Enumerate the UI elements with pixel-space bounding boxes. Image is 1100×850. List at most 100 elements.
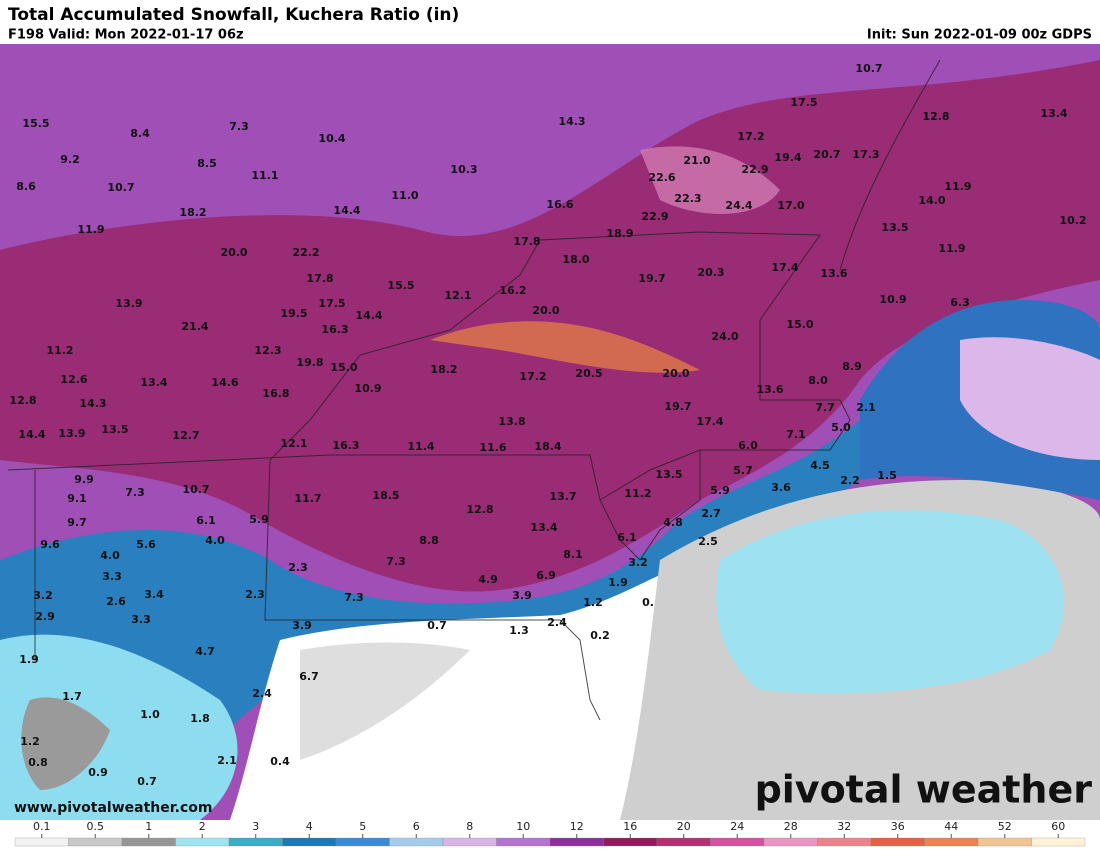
snowfall-value: 4.0: [100, 549, 120, 562]
snowfall-value: 12.7: [172, 429, 199, 442]
colorbar-label: 16: [623, 820, 637, 833]
colorbar-swatch: [656, 837, 711, 847]
snowfall-value: 22.6: [648, 171, 675, 184]
snowfall-value: 0.9: [88, 766, 108, 779]
snowfall-value: 3.2: [33, 589, 53, 602]
snowfall-value: 9.2: [60, 153, 80, 166]
snowfall-value: 20.0: [662, 367, 689, 380]
snowfall-value: 0.4: [270, 755, 290, 768]
snowfall-value: 13.6: [820, 267, 847, 280]
snowfall-value: 17.0: [777, 199, 804, 212]
colorbar-label: 1: [145, 820, 152, 833]
snowfall-value: 11.9: [77, 223, 104, 236]
snowfall-value: 14.4: [18, 428, 45, 441]
snowfall-value: 1.0: [140, 708, 160, 721]
snowfall-value: 16.3: [321, 323, 348, 336]
snowfall-value: 1.8: [190, 712, 210, 725]
snowfall-value: 18.0: [562, 253, 589, 266]
colorbar-swatch: [68, 837, 123, 847]
snowfall-value: 10.3: [450, 163, 477, 176]
snowfall-value: 10.7: [107, 181, 134, 194]
snowfall-value: 1.9: [608, 576, 628, 589]
snowfall-value: 9.9: [74, 473, 94, 486]
snowfall-value: 4.0: [205, 534, 225, 547]
snowfall-value: 18.4: [534, 440, 561, 453]
snowfall-value: 14.3: [558, 115, 585, 128]
snowfall-value: 7.3: [125, 486, 145, 499]
snowfall-value: 11.2: [46, 344, 73, 357]
snowfall-value: 22.9: [741, 163, 768, 176]
snowfall-value: 11.0: [391, 189, 418, 202]
colorbar-swatch: [228, 837, 283, 847]
snowfall-value: 18.9: [606, 227, 633, 240]
snowfall-value: 20.0: [220, 246, 247, 259]
snowfall-value: 0.2: [590, 629, 610, 642]
snowfall-value: 15.5: [22, 117, 49, 130]
snowfall-value: 15.0: [786, 318, 813, 331]
snowfall-value: 4.9: [478, 573, 498, 586]
snowfall-value: 10.7: [182, 483, 209, 496]
colorbar-label: 12: [570, 820, 584, 833]
colorbar-label: 3: [252, 820, 259, 833]
map-background: [0, 44, 1100, 820]
snowfall-value: 11.4: [407, 440, 434, 453]
snowfall-value: 7.3: [386, 555, 406, 568]
snowfall-value: 4.5: [810, 459, 830, 472]
snowfall-value: 10.9: [879, 293, 906, 306]
snowfall-value: 12.6: [60, 373, 87, 386]
snowfall-value: 15.5: [387, 279, 414, 292]
snowfall-value: 5.0: [831, 421, 851, 434]
colorbar-swatch: [335, 837, 390, 847]
colorbar-swatch: [870, 837, 925, 847]
snowfall-value: 2.1: [856, 401, 876, 414]
colorbar-swatch: [496, 837, 551, 847]
colorbar-label: 0.1: [33, 820, 51, 833]
snowfall-value: 21.4: [181, 320, 208, 333]
snowfall-value: 14.6: [211, 376, 238, 389]
logo: pivotal weather: [755, 768, 1093, 812]
colorbar-label: 6: [413, 820, 420, 833]
snowfall-value: 17.2: [519, 370, 546, 383]
snowfall-value: 4.7: [195, 645, 215, 658]
snowfall-value: 2.5: [698, 535, 718, 548]
snowfall-value: 12.1: [444, 289, 471, 302]
colorbar-label: 2: [199, 820, 206, 833]
colorbar-swatch: [14, 837, 69, 847]
snowfall-value: 2.9: [35, 610, 55, 623]
colorbar-swatch: [710, 837, 765, 847]
snowfall-value: 3.3: [131, 613, 151, 626]
snowfall-value: 14.3: [79, 397, 106, 410]
snowfall-value: 24.0: [711, 330, 738, 343]
snowfall-value: 8.1: [563, 548, 583, 561]
snowfall-value: 14.4: [355, 309, 382, 322]
snowfall-value: 3.6: [771, 481, 791, 494]
colorbar-swatch: [763, 837, 818, 847]
snowfall-value: 6.1: [617, 531, 637, 544]
snowfall-value: 19.7: [638, 272, 665, 285]
snowfall-value: 7.7: [815, 401, 835, 414]
snowfall-value: 18.5: [372, 489, 399, 502]
snowfall-labels: 15.5 8.4 7.3 10.4 14.3 17.5 10.7 12.8 13.4 9.2 8.6…: [9, 62, 1086, 788]
snowfall-value: 10.9: [354, 382, 381, 395]
snowfall-value: 10.7: [855, 62, 882, 75]
snowfall-value: 11.9: [938, 242, 965, 255]
colorbar-swatch: [603, 837, 658, 847]
snowfall-value: 11.9: [944, 180, 971, 193]
snowfall-value: 17.8: [513, 235, 540, 248]
snowfall-value: 2.4: [547, 616, 567, 629]
snowfall-value: 3.9: [292, 619, 312, 632]
colorbar-swatch: [549, 837, 604, 847]
colorbar-swatch: [817, 837, 872, 847]
snowfall-value: 20.7: [813, 148, 840, 161]
colorbar-label: 24: [730, 820, 744, 833]
snowfall-value: 2.7: [701, 507, 721, 520]
snowfall-value: 10.2: [1059, 214, 1086, 227]
colorbar-swatch: [175, 837, 230, 847]
snowfall-value: 20.5: [575, 367, 602, 380]
snowfall-value: 22.9: [641, 210, 668, 223]
snowfall-value: 6.7: [299, 670, 319, 683]
snowfall-value: 17.5: [790, 96, 817, 109]
snowfall-value: 19.8: [296, 356, 323, 369]
snowfall-value: 13.5: [655, 468, 682, 481]
